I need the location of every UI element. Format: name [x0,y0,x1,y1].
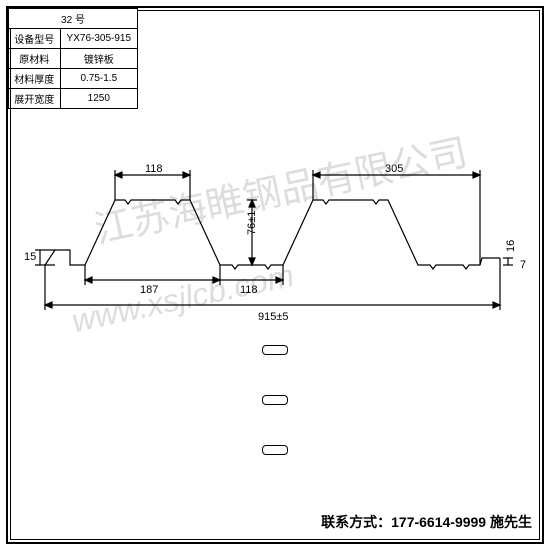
dim-bot-left: 187 [140,284,158,296]
dim-bot-mid: 118 [240,284,258,296]
dim-total: 915±5 [258,311,289,323]
contact-info: 联系方式：177-6614-9999 施先生 [321,512,532,532]
dim-right-s: 7 [520,259,526,271]
slot-icon [262,345,288,355]
slot-icon [262,445,288,455]
slot-icon [262,395,288,405]
drawing-container: 江苏海睢钢品有限公司 www.xsjlcb.com 32 号 设备型号YX76-… [0,0,550,550]
dim-top-right: 305 [385,163,403,175]
drawing-svg: 118 305 15 76±1 16 7 187 118 915±5 [0,0,550,550]
dim-right-h: 16 [505,240,517,252]
dim-left-h: 15 [24,251,36,263]
dim-mid-h: 76±1 [246,211,258,235]
dim-top-left: 118 [145,163,163,175]
profile-path [45,200,500,269]
